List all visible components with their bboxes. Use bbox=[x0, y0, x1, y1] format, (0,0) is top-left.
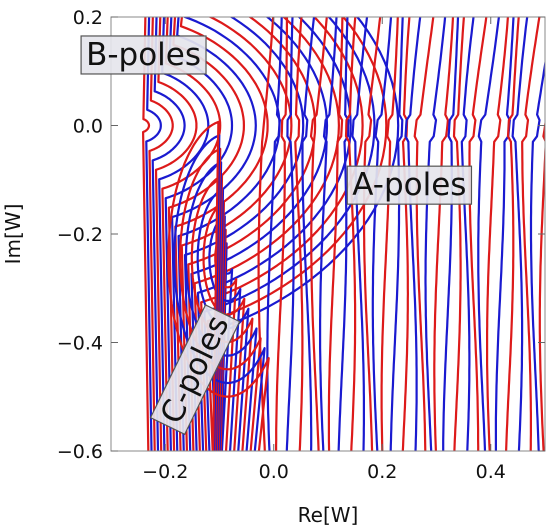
y-tick-label: −0.6 bbox=[57, 441, 103, 463]
contour-line bbox=[196, 17, 352, 451]
region-label-box bbox=[149, 304, 241, 436]
contour-line bbox=[319, 17, 338, 451]
contour-line bbox=[401, 17, 411, 451]
x-tick-label: 0.0 bbox=[259, 461, 289, 483]
y-tick-label: 0.0 bbox=[73, 116, 103, 138]
contour-line bbox=[148, 17, 174, 451]
contour-line bbox=[477, 17, 501, 451]
region-label-a-poles: A-poles bbox=[346, 165, 473, 205]
y-tick-label: 0.2 bbox=[73, 7, 103, 29]
contour-line bbox=[151, 17, 186, 451]
contour-line bbox=[208, 215, 242, 451]
contour-line bbox=[173, 134, 266, 451]
region-label-box bbox=[346, 165, 473, 205]
contour-line bbox=[494, 17, 515, 451]
contour-line bbox=[486, 17, 510, 451]
contour-line bbox=[362, 17, 382, 451]
contour-line bbox=[154, 17, 198, 451]
x-axis-label: Re[W] bbox=[298, 503, 359, 527]
contour-line bbox=[179, 147, 262, 451]
contour-line bbox=[389, 17, 404, 451]
contour-line bbox=[521, 17, 541, 451]
contour-line bbox=[184, 161, 258, 451]
contour-line bbox=[404, 17, 422, 451]
b-poles-label: B-poles bbox=[86, 37, 201, 73]
a-poles-label: A-poles bbox=[352, 167, 466, 203]
contour-line bbox=[504, 17, 520, 451]
contour-line bbox=[187, 17, 317, 451]
contour-line bbox=[380, 17, 399, 451]
x-tick-label: 0.2 bbox=[367, 461, 397, 483]
contour-line bbox=[171, 17, 257, 451]
contour-line bbox=[327, 17, 344, 451]
contour-line bbox=[468, 17, 488, 451]
contour-line bbox=[529, 58, 545, 451]
contour-line bbox=[183, 17, 305, 451]
contour-line bbox=[200, 17, 364, 451]
contour-curves bbox=[142, 17, 545, 451]
contour-line bbox=[344, 17, 357, 451]
contour-line bbox=[203, 17, 376, 451]
region-label-b-poles: B-poles bbox=[80, 35, 207, 75]
contour-line bbox=[301, 17, 316, 451]
contour-line bbox=[190, 174, 254, 451]
contour-line bbox=[294, 17, 304, 451]
x-tick-label: 0.4 bbox=[476, 461, 506, 483]
contour-line bbox=[351, 17, 369, 451]
contour-line bbox=[309, 17, 328, 451]
axis-ticks: −0.2 0.0 0.2 0.4 0.2 0.0 −0.2 −0.4 −0.6 bbox=[57, 7, 545, 483]
contour-line bbox=[413, 17, 435, 451]
contour-line bbox=[337, 17, 350, 451]
contour-line bbox=[433, 17, 455, 451]
contour-line bbox=[190, 17, 329, 451]
y-tick-label: −0.4 bbox=[57, 333, 103, 355]
contour-line bbox=[511, 17, 529, 451]
contour-line bbox=[266, 17, 283, 451]
x-tick-label: −0.2 bbox=[142, 461, 188, 483]
contour-line bbox=[442, 17, 460, 451]
contour-line bbox=[167, 120, 270, 451]
y-tick-label: −0.2 bbox=[57, 224, 103, 246]
contour-line bbox=[424, 17, 447, 451]
region-labels: B-poles A-poles C-poles bbox=[80, 35, 473, 436]
contour-line bbox=[145, 17, 162, 451]
region-label-box bbox=[80, 35, 207, 75]
contour-line bbox=[285, 17, 295, 451]
contour-line bbox=[202, 201, 246, 451]
contour-line bbox=[180, 17, 293, 451]
contour-line bbox=[275, 17, 289, 451]
contour-line bbox=[538, 119, 545, 451]
contour-line bbox=[460, 17, 475, 451]
contour-line bbox=[206, 17, 388, 451]
contour-line bbox=[452, 17, 466, 451]
y-axis-label: Im[W] bbox=[1, 204, 25, 265]
contour-line bbox=[142, 17, 151, 451]
contour-line bbox=[371, 17, 393, 451]
